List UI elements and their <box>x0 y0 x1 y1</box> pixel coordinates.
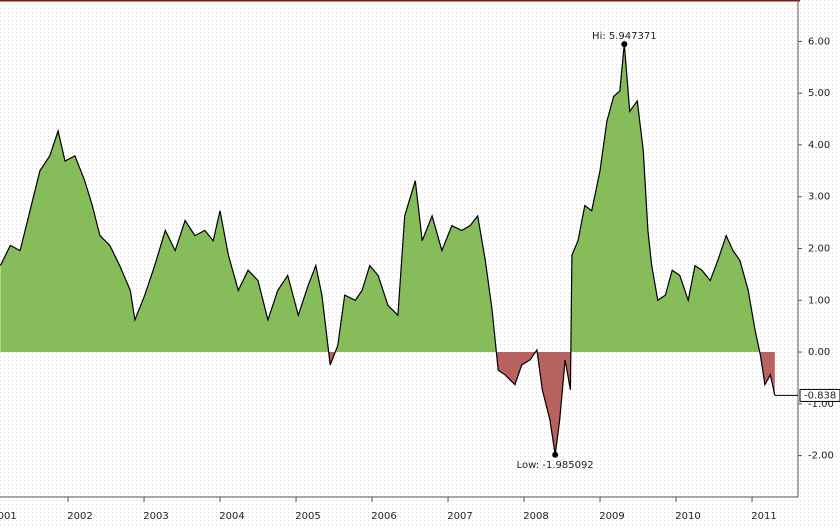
y-tick-label: 3.00 <box>808 192 830 203</box>
x-tick-label: 2004 <box>219 511 244 522</box>
high-marker <box>621 41 628 48</box>
x-tick-label: 2007 <box>447 511 472 522</box>
y-tick-label: 1.00 <box>808 295 830 306</box>
low-marker <box>552 451 559 458</box>
x-tick-label: 2009 <box>599 511 624 522</box>
y-tick-label: 5.00 <box>808 88 830 99</box>
x-tick-label: 2008 <box>523 511 548 522</box>
area <box>0 44 775 455</box>
high-annotation: Hi: 5.947371 <box>592 31 657 42</box>
y-tick-label: -1.00 <box>808 399 834 410</box>
y-tick-label: 6.00 <box>808 36 830 47</box>
y-tick-label: 2.00 <box>808 244 830 255</box>
x-tick-label: 2002 <box>67 511 92 522</box>
x-tick-label: 2003 <box>143 511 168 522</box>
x-tick-label: 2010 <box>675 511 700 522</box>
y-tick-label: 0.00 <box>808 347 830 358</box>
last-value-label: -0.838 <box>804 390 836 401</box>
line <box>0 44 776 455</box>
x-tick-label: 2011 <box>751 511 776 522</box>
x-tick-label: 2005 <box>295 511 320 522</box>
x-tick-label: 2001 <box>0 511 17 522</box>
last-value-box <box>799 388 840 402</box>
y-tick-label: -2.00 <box>808 451 834 462</box>
y-tick-label: 4.00 <box>808 140 830 151</box>
low-annotation: Low: -1.985092 <box>517 460 594 471</box>
x-tick-label: 2006 <box>371 511 396 522</box>
